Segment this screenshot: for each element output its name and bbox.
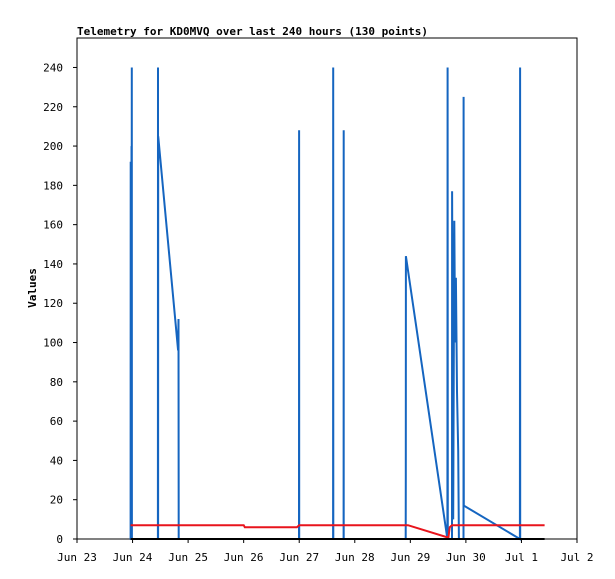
x-axis: Jun 23 Jun 24 Jun 25 Jun 26 Jun 27 Jun 28 Jun … [57, 539, 594, 564]
y-tick-label: 240 [43, 61, 63, 74]
y-tick-label: 60 [50, 415, 63, 428]
y-axis: 0 20 40 60 80 100 120 140 160 180 200 220 240 [43, 61, 77, 546]
series-layer [129, 67, 545, 541]
y-tick-label: 40 [50, 454, 63, 467]
x-tick-label: Jun 29 [390, 551, 430, 564]
chart-title: Telemetry for KD0MVQ over last 240 hours… [77, 25, 428, 38]
x-tick-label: Jul 2 [560, 551, 593, 564]
x-tick-label: Jun 27 [279, 551, 319, 564]
y-tick-label: 20 [50, 494, 63, 507]
y-axis-label: Values [26, 268, 39, 308]
x-tick-label: Jun 26 [224, 551, 264, 564]
y-tick-label: 120 [43, 297, 63, 310]
x-tick-label: Jun 23 [57, 551, 97, 564]
x-tick-label: Jul 1 [505, 551, 538, 564]
y-tick-label: 220 [43, 101, 63, 114]
x-tick-label: Jun 24 [113, 551, 153, 564]
y-tick-label: 180 [43, 179, 63, 192]
y-tick-label: 100 [43, 337, 63, 350]
y-tick-label: 80 [50, 376, 63, 389]
x-tick-label: Jun 25 [168, 551, 208, 564]
y-tick-label: 140 [43, 258, 63, 271]
x-tick-label: Jun 28 [335, 551, 375, 564]
series-line-2 [130, 524, 545, 538]
y-tick-label: 160 [43, 219, 63, 232]
x-tick-label: Jun 30 [446, 551, 486, 564]
y-tick-label: 200 [43, 140, 63, 153]
y-tick-label: 0 [56, 533, 63, 546]
